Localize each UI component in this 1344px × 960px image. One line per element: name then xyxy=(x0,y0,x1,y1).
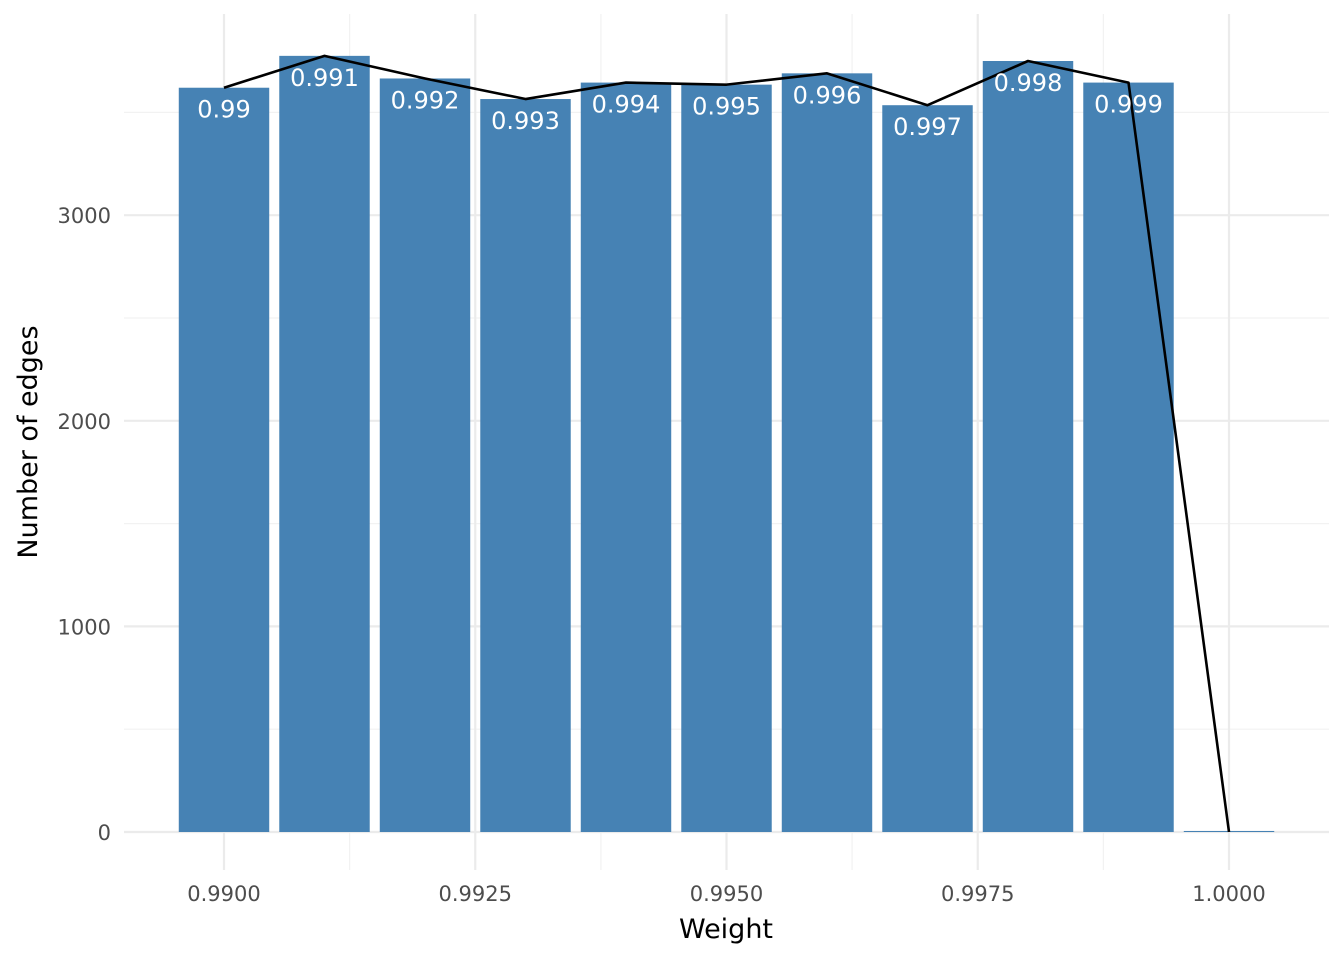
bar-value-label: 0.995 xyxy=(692,93,761,121)
bar xyxy=(882,105,973,833)
bar xyxy=(178,87,270,832)
bar xyxy=(480,99,571,832)
bar xyxy=(681,84,772,833)
x-tick-label: 0.9900 xyxy=(187,882,260,906)
y-tick-label: 2000 xyxy=(58,410,111,434)
y-tick-label: 0 xyxy=(98,821,111,845)
bars xyxy=(178,55,1275,833)
trend-line xyxy=(223,54,1231,833)
y-axis-ticks: 0 1000 2000 3000 xyxy=(58,204,111,845)
bar xyxy=(580,82,672,832)
bar-value-label: 0.998 xyxy=(994,69,1063,97)
y-tick-label: 3000 xyxy=(58,204,111,228)
bar-value-label: 0.99 xyxy=(197,96,250,124)
bar xyxy=(781,73,873,832)
bar-value-label: 0.992 xyxy=(391,86,460,114)
bar-value-label: 0.991 xyxy=(290,64,359,92)
x-tick-label: 1.0000 xyxy=(1192,882,1265,906)
x-axis-ticks: 0.9900 0.9925 0.9950 0.9975 1.0000 xyxy=(187,882,1265,906)
bar xyxy=(982,61,1074,832)
x-tick-label: 0.9975 xyxy=(941,882,1014,906)
x-tick-label: 0.9925 xyxy=(439,882,512,906)
bar-value-label: 0.996 xyxy=(793,81,862,109)
bar-value-label: 0.994 xyxy=(592,91,661,119)
bar-value-label: 0.999 xyxy=(1094,91,1163,119)
y-axis-title: Number of edges xyxy=(13,325,44,558)
trend-line-group xyxy=(223,54,1231,833)
bar-labels: 0.99 0.991 0.992 0.993 0.994 0.995 0.996 0.997 0… xyxy=(197,64,1163,141)
bar-value-label: 0.993 xyxy=(491,107,560,135)
x-axis-title: Weight xyxy=(679,914,773,945)
y-tick-label: 1000 xyxy=(58,615,111,639)
bar xyxy=(379,78,471,832)
bar xyxy=(1083,82,1174,832)
bar-value-label: 0.997 xyxy=(893,113,962,141)
bar xyxy=(279,55,370,833)
x-tick-label: 0.9950 xyxy=(690,882,763,906)
